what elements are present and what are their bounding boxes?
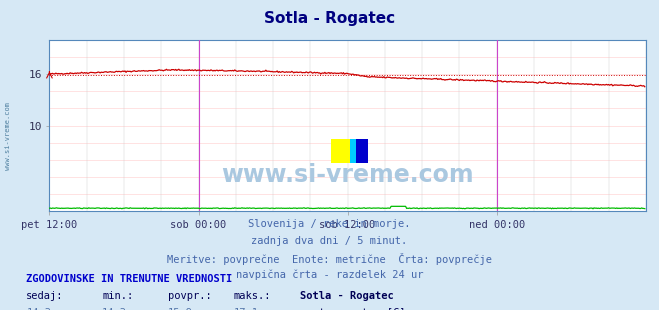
Text: ZGODOVINSKE IN TRENUTNE VREDNOSTI: ZGODOVINSKE IN TRENUTNE VREDNOSTI bbox=[26, 274, 233, 284]
Text: sedaj:: sedaj: bbox=[26, 291, 64, 301]
Text: Meritve: povprečne  Enote: metrične  Črta: povprečje: Meritve: povprečne Enote: metrične Črta:… bbox=[167, 253, 492, 265]
Bar bbox=[357, 139, 368, 163]
Text: Sotla - Rogatec: Sotla - Rogatec bbox=[300, 291, 393, 301]
Text: ■: ■ bbox=[300, 308, 312, 310]
Text: povpr.:: povpr.: bbox=[168, 291, 212, 301]
Bar bbox=[350, 139, 362, 163]
Text: min.:: min.: bbox=[102, 291, 133, 301]
Bar bbox=[331, 139, 350, 163]
Text: www.si-vreme.com: www.si-vreme.com bbox=[5, 102, 11, 170]
Text: maks.:: maks.: bbox=[234, 291, 272, 301]
Text: 15,9: 15,9 bbox=[168, 308, 193, 310]
Text: Sotla - Rogatec: Sotla - Rogatec bbox=[264, 11, 395, 26]
Text: zadnja dva dni / 5 minut.: zadnja dva dni / 5 minut. bbox=[251, 236, 408, 246]
Text: 17,1: 17,1 bbox=[234, 308, 259, 310]
Text: www.si-vreme.com: www.si-vreme.com bbox=[221, 163, 474, 187]
Text: 14,3: 14,3 bbox=[102, 308, 127, 310]
Text: Slovenija / reke in morje.: Slovenija / reke in morje. bbox=[248, 219, 411, 228]
Text: navpična črta - razdelek 24 ur: navpična črta - razdelek 24 ur bbox=[236, 270, 423, 280]
Text: temperatura[C]: temperatura[C] bbox=[318, 308, 406, 310]
Text: 14,3: 14,3 bbox=[26, 308, 51, 310]
